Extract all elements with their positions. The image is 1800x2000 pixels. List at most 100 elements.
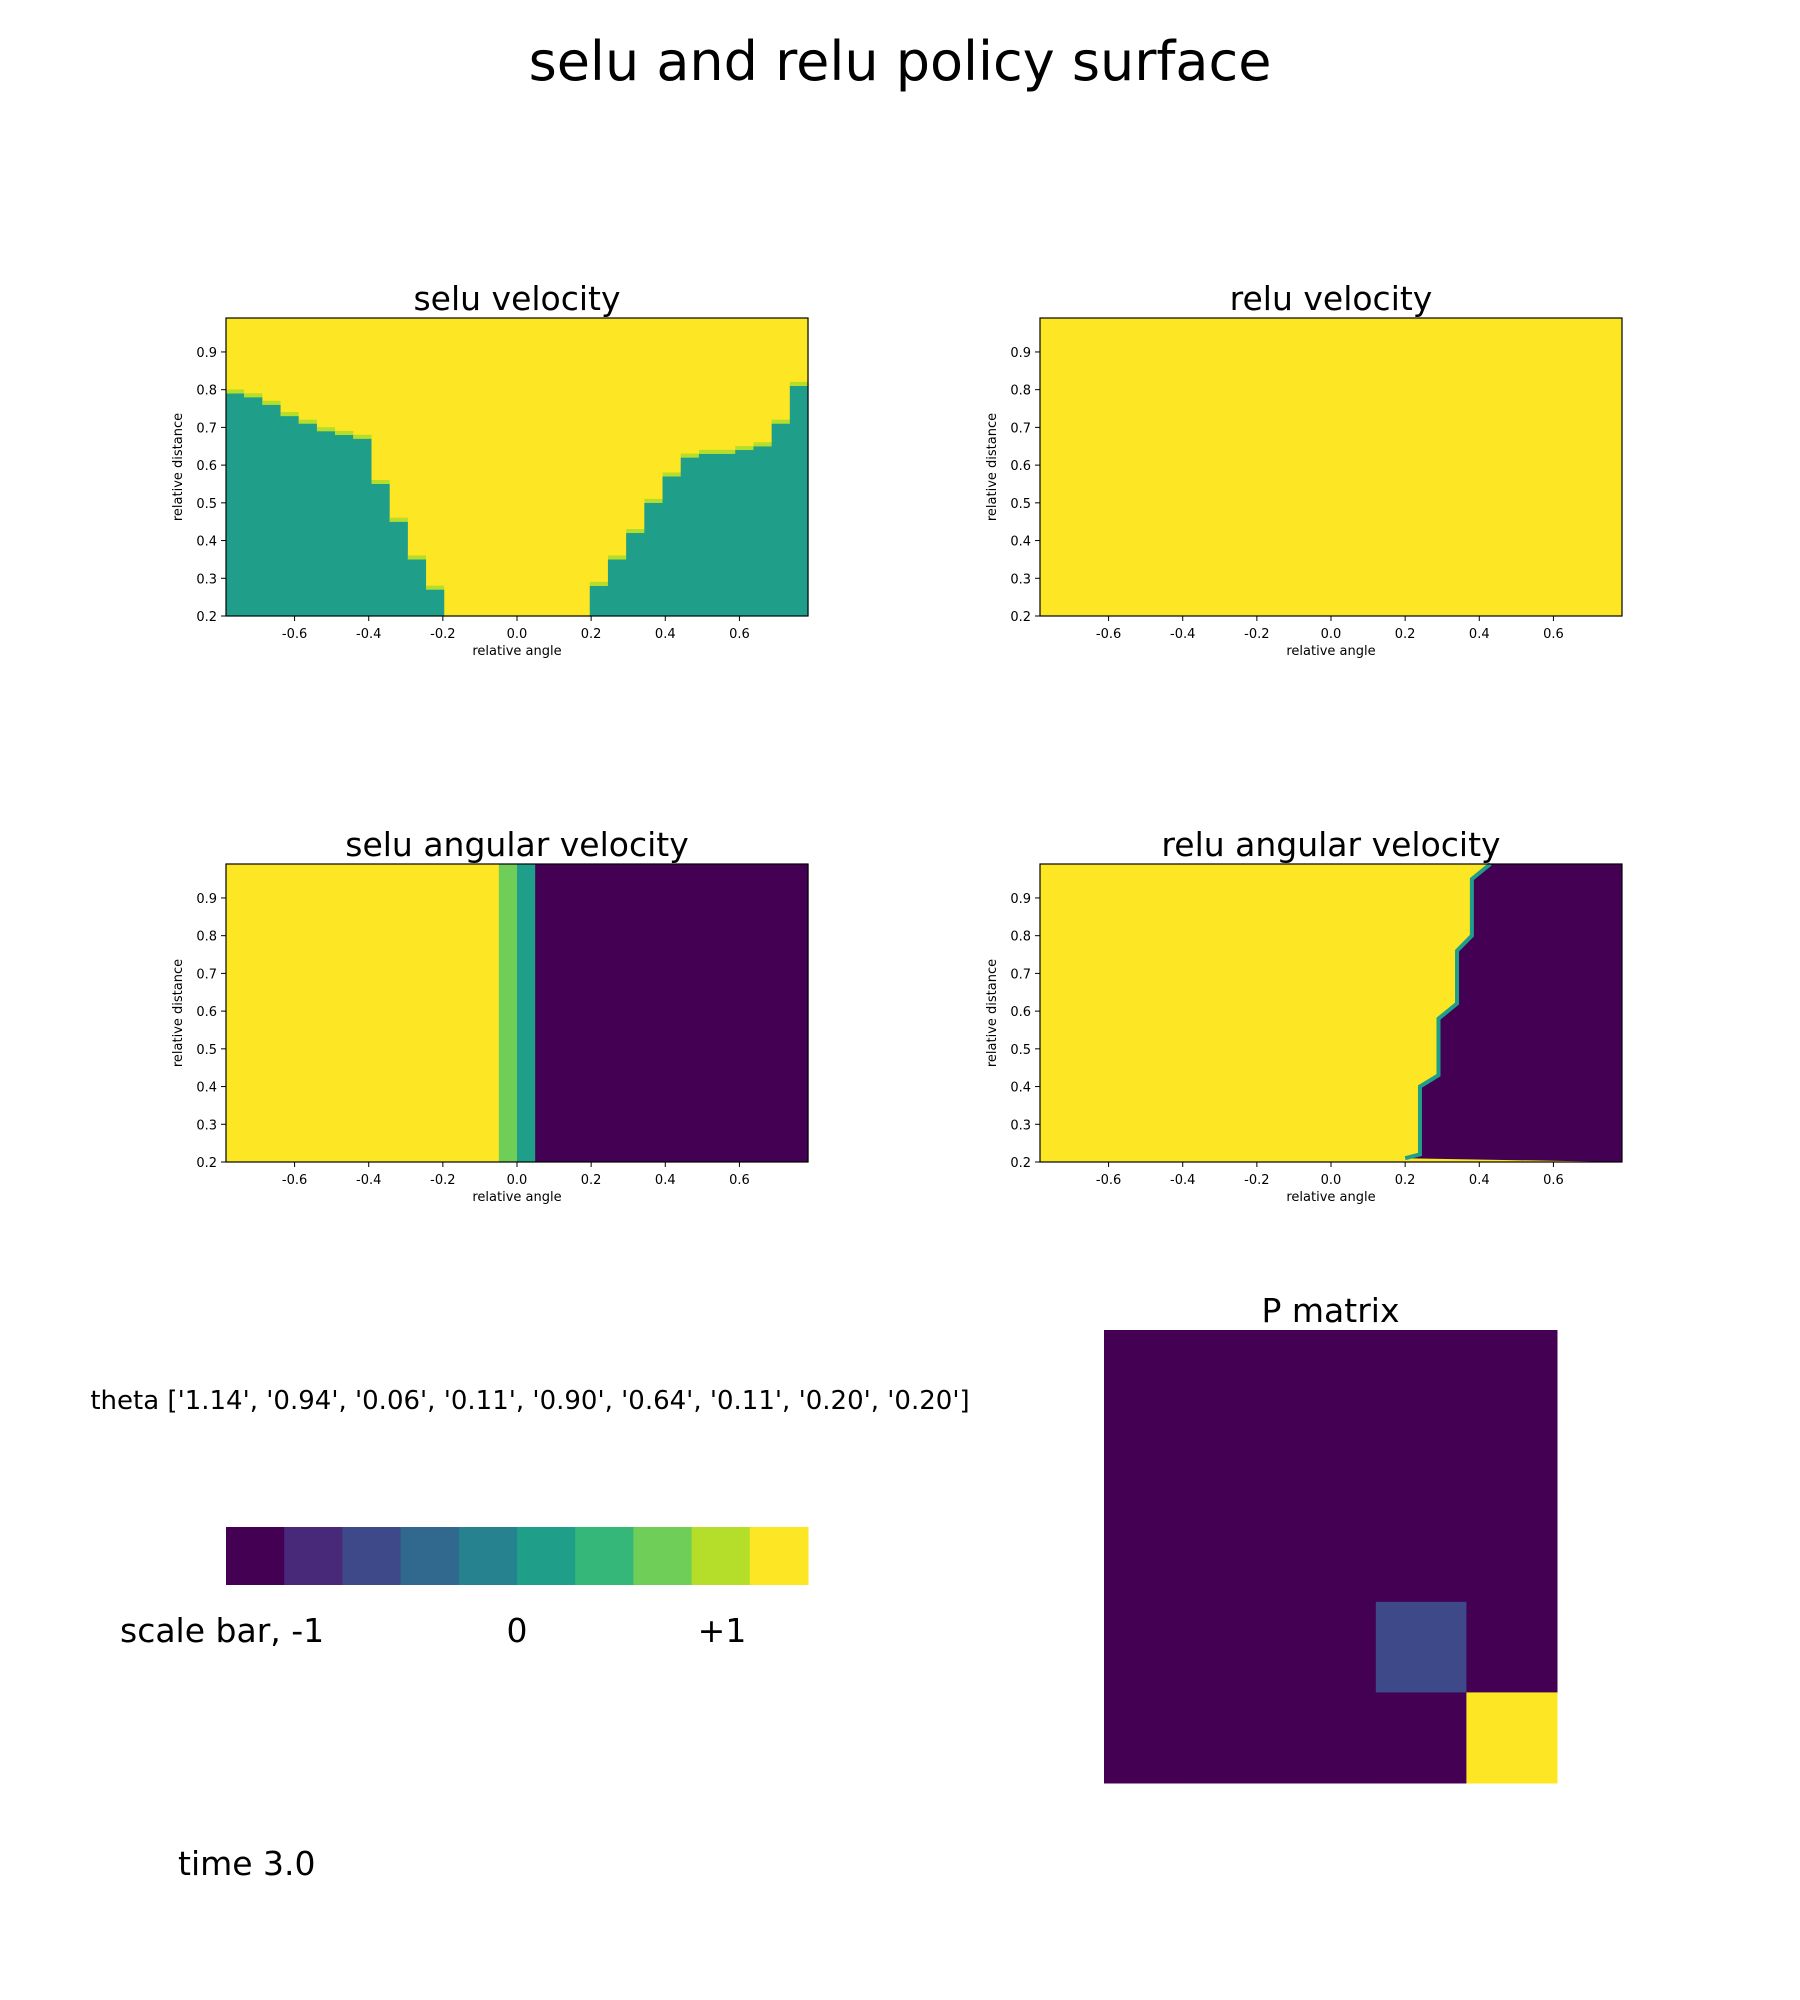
- selu-velocity-ytick-label: 0.5: [196, 497, 217, 512]
- scale-bar-swatch: [284, 1527, 343, 1585]
- selu-angular-velocity-xtick-label: 0.6: [729, 1173, 750, 1188]
- relu-velocity-ytick-label: 0.6: [1010, 459, 1031, 474]
- relu-angular-velocity-high-region: [1405, 864, 1622, 1162]
- p-matrix-cell: [1194, 1420, 1286, 1512]
- selu-velocity-ytick-label: 0.8: [196, 384, 217, 399]
- relu-velocity-ytick-label: 0.4: [1010, 535, 1031, 550]
- selu-velocity-ytick-label: 0.9: [196, 346, 217, 361]
- p-matrix-cell: [1285, 1330, 1377, 1422]
- selu-velocity-ytick-label: 0.3: [196, 572, 217, 587]
- selu-angular-velocity-cell: [607, 864, 627, 1162]
- selu-velocity-cell-high: [371, 318, 391, 485]
- relu-velocity-ytick-label: 0.9: [1010, 346, 1031, 361]
- relu-velocity-xtick-label: -0.4: [1170, 627, 1195, 642]
- selu-velocity-cell-high: [226, 318, 245, 395]
- selu-velocity-xtick-label: 0.0: [507, 627, 528, 642]
- selu-velocity-cell-edge: [717, 449, 736, 454]
- selu-velocity-cell-low: [226, 393, 245, 616]
- selu-angular-velocity-cell: [698, 864, 718, 1162]
- selu-angular-velocity-cell: [626, 864, 645, 1162]
- selu-velocity-cell-low: [244, 397, 263, 616]
- p-matrix-cell: [1466, 1601, 1558, 1693]
- p-matrix-cell: [1194, 1601, 1286, 1693]
- p-matrix-cell: [1466, 1511, 1558, 1603]
- relu-angular-velocity-xtick-label: -0.6: [1096, 1173, 1121, 1188]
- selu-angular-velocity-cell: [553, 864, 573, 1162]
- selu-velocity-cell-edge: [407, 555, 427, 560]
- relu-velocity-title: relu velocity: [1230, 279, 1433, 318]
- selu-velocity-cell-low: [626, 533, 645, 616]
- selu-velocity-cell-low: [680, 457, 700, 616]
- selu-angular-velocity-xlabel: relative angle: [472, 1190, 561, 1205]
- selu-velocity-cell-low: [771, 423, 791, 616]
- selu-velocity-cell-edge: [389, 517, 409, 522]
- selu-angular-velocity-cell: [335, 864, 354, 1162]
- selu-velocity-cell-high: [498, 318, 518, 617]
- relu-velocity-panel: -0.6 -0.4 -0.2 0.0 0.2 0.4 0.6 0.2 0.3 0.4 0.5 0.6 0…: [985, 279, 1623, 659]
- selu-angular-velocity-title: selu angular velocity: [345, 825, 689, 864]
- p-matrix-cell: [1285, 1692, 1377, 1784]
- p-matrix-cell: [1104, 1511, 1196, 1603]
- selu-velocity-cell-high: [462, 318, 482, 617]
- selu-angular-velocity-xtick-label: -0.2: [430, 1173, 455, 1188]
- selu-angular-velocity-panel: -0.6 -0.4 -0.2 0.0 0.2 0.4 0.6 0.2 0.3 0.4 0.5 0.6 0…: [171, 825, 809, 1205]
- selu-velocity-cell-edge: [371, 479, 391, 484]
- selu-velocity-cell-edge: [316, 427, 336, 432]
- selu-velocity-ytick-label: 0.2: [196, 610, 217, 625]
- selu-velocity-cell-edge: [644, 498, 664, 503]
- relu-angular-velocity-ytick-label: 0.6: [1010, 1005, 1031, 1020]
- p-matrix-cell: [1285, 1601, 1377, 1693]
- selu-angular-velocity-cell: [480, 864, 500, 1162]
- selu-velocity-cell-low: [371, 483, 391, 616]
- selu-velocity-cell-edge: [262, 400, 282, 405]
- p-matrix-cell: [1466, 1692, 1558, 1784]
- selu-velocity-cell-low: [662, 476, 682, 616]
- scale-bar: [226, 1527, 809, 1585]
- selu-velocity-cell-edge: [226, 389, 245, 394]
- selu-velocity-cell-low: [407, 559, 427, 616]
- selu-angular-velocity-xtick-label: -0.4: [356, 1173, 381, 1188]
- p-matrix-cell: [1466, 1330, 1558, 1422]
- p-matrix-cell: [1375, 1420, 1467, 1512]
- relu-angular-velocity-ytick-label: 0.2: [1010, 1156, 1031, 1171]
- relu-velocity-ytick-label: 0.7: [1010, 421, 1031, 436]
- selu-velocity-cell-low: [644, 502, 664, 616]
- selu-angular-velocity-cell: [644, 864, 664, 1162]
- scale-bar-label: scale bar, -1: [120, 1611, 324, 1650]
- scale-bar-swatch: [458, 1527, 518, 1585]
- p-matrix-panel: P matrix: [1104, 1291, 1558, 1784]
- selu-velocity-cell-high: [517, 318, 536, 617]
- scale-bar-swatch: [633, 1527, 693, 1585]
- relu-angular-velocity-xtick-label: 0.0: [1321, 1173, 1342, 1188]
- selu-velocity-cell-low: [717, 453, 736, 616]
- relu-angular-velocity-xtick-label: 0.4: [1469, 1173, 1490, 1188]
- selu-velocity-ylabel: relative distance: [171, 413, 186, 521]
- relu-velocity-xtick-label: -0.6: [1096, 627, 1121, 642]
- selu-angular-velocity-cell: [371, 864, 391, 1162]
- selu-angular-velocity-xtick-label: -0.6: [282, 1173, 307, 1188]
- selu-angular-velocity-cell: [789, 864, 809, 1162]
- selu-angular-velocity-cell: [407, 864, 427, 1162]
- selu-velocity-cell-edge: [753, 442, 773, 447]
- selu-angular-velocity-ytick-label: 0.3: [196, 1118, 217, 1133]
- selu-velocity-cell-high: [444, 318, 464, 617]
- relu-angular-velocity-title: relu angular velocity: [1161, 825, 1500, 864]
- selu-angular-velocity-heatmap: [226, 864, 809, 1162]
- relu-angular-velocity-xtick-label: -0.4: [1170, 1173, 1195, 1188]
- selu-velocity-cell-high: [298, 318, 318, 425]
- selu-velocity-cell-edge: [298, 419, 318, 424]
- selu-velocity-cell-high: [244, 318, 263, 398]
- selu-velocity-cell-high: [535, 318, 554, 617]
- selu-velocity-cell-edge: [426, 585, 445, 590]
- selu-angular-velocity-cell: [316, 864, 336, 1162]
- selu-velocity-cell-edge: [735, 446, 755, 451]
- selu-velocity-title: selu velocity: [413, 279, 620, 318]
- figure-title: selu and relu policy surface: [529, 30, 1272, 93]
- selu-velocity-cell-high: [680, 318, 700, 459]
- selu-velocity-ytick-label: 0.4: [196, 535, 217, 550]
- p-matrix-cell: [1375, 1511, 1467, 1603]
- selu-angular-velocity-cell: [498, 864, 518, 1162]
- selu-angular-velocity-cell: [426, 864, 445, 1162]
- scale-bar-swatch: [749, 1527, 809, 1585]
